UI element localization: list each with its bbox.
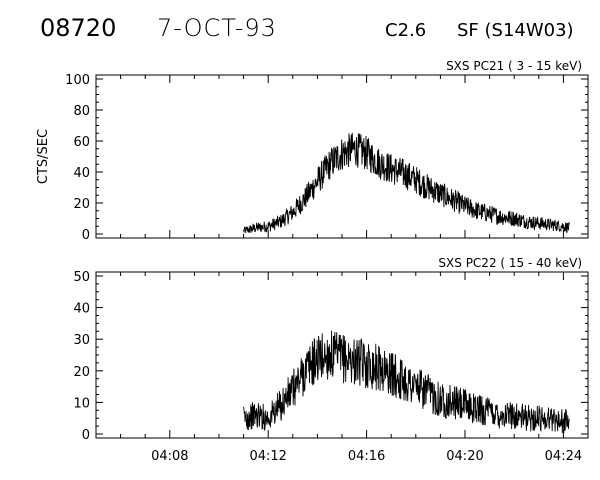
x-tick-label: 04:16 [348, 449, 385, 464]
y-tick-label: 30 [73, 333, 90, 348]
x-tick-label: 04:20 [446, 449, 483, 464]
y-tick-label: 20 [73, 365, 90, 380]
y-tick-label: 50 [73, 270, 90, 285]
flare-location: SF (S14W03) [457, 20, 574, 41]
y-tick-label: 0 [82, 228, 90, 243]
y-axis-label: CTS/SEC [36, 129, 51, 184]
y-tick-label: 10 [73, 396, 90, 411]
panel-1-series-line [243, 132, 570, 234]
y-tick-label: 40 [73, 302, 90, 317]
y-tick-label: 60 [73, 135, 90, 150]
y-tick-label: 20 [73, 197, 90, 212]
event-date: 7-OCT-93 [157, 14, 277, 42]
panel-2-series-line [243, 330, 570, 434]
event-id: 08720 [40, 14, 117, 42]
y-tick-label: 80 [73, 104, 90, 119]
y-tick-label: 40 [73, 166, 90, 181]
panel-1-title: SXS PC21 ( 3 - 15 keV) [446, 59, 582, 73]
y-tick-label: 100 [65, 73, 90, 88]
x-tick-label: 04:08 [151, 449, 188, 464]
flare-class: C2.6 [385, 20, 427, 41]
x-tick-label: 04:12 [249, 449, 286, 464]
panel-2-title: SXS PC22 ( 15 - 40 keV) [438, 256, 582, 270]
x-tick-label: 04:24 [545, 449, 582, 464]
y-tick-label: 0 [82, 428, 90, 443]
